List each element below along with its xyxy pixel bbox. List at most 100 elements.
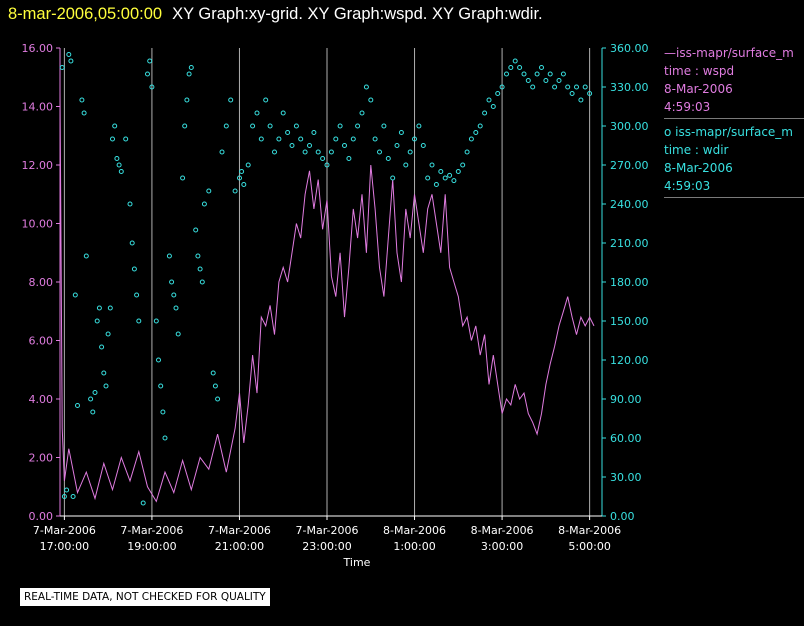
- wdir-point: [96, 305, 102, 311]
- wdir-point: [75, 403, 80, 408]
- wdir-point: [420, 143, 426, 148]
- wdir-point: [333, 136, 339, 142]
- y-right-tick-label: 30.00: [610, 471, 642, 484]
- wdir-point: [110, 136, 115, 142]
- data-quality-notice: REAL-TIME DATA, NOT CHECKED FOR QUALITY: [20, 588, 270, 606]
- wdir-point: [158, 383, 164, 389]
- wdir-point: [539, 65, 544, 70]
- wdir-point: [477, 123, 483, 129]
- wdir-point: [328, 149, 334, 155]
- wdir-point: [412, 136, 417, 142]
- wdir-point: [199, 279, 205, 285]
- legend-wspd-name: iss-mapr/surface_m: [676, 46, 794, 60]
- wdir-point: [175, 331, 181, 337]
- wdir-point: [228, 97, 234, 103]
- wdir-point: [298, 136, 304, 142]
- wdir-point: [552, 84, 558, 90]
- wdir-series: [59, 52, 593, 506]
- wdir-point: [517, 65, 523, 70]
- wdir-point: [112, 123, 118, 129]
- wdir-point: [59, 65, 65, 70]
- wdir-point: [81, 110, 87, 116]
- wdir-point: [193, 227, 199, 233]
- wdir-point: [315, 149, 321, 155]
- wdir-point: [486, 97, 492, 103]
- y-right-tick-label: 90.00: [610, 393, 642, 406]
- legend-wdir-date: 8-Mar-2006: [664, 161, 733, 175]
- wdir-point: [442, 175, 448, 181]
- y-right-tick-label: 120.00: [610, 354, 649, 367]
- x-tick-time-label: 1:00:00: [393, 540, 435, 553]
- title-graphs: XY Graph:xy-grid. XY Graph:wspd. XY Grap…: [172, 5, 543, 23]
- x-tick-date-label: 8-Mar-2006: [383, 524, 446, 537]
- wdir-point: [320, 156, 326, 161]
- wdir-point: [180, 175, 186, 181]
- wdir-point: [88, 396, 94, 402]
- wdir-point: [429, 162, 435, 168]
- wdir-point: [307, 143, 312, 148]
- wdir-point: [350, 136, 356, 142]
- title-datetime: 8-mar-2006,05:00:00: [8, 5, 163, 23]
- legend-wspd-field: time : wspd: [664, 64, 735, 78]
- wdir-point: [574, 84, 579, 90]
- wdir-point: [342, 143, 347, 148]
- wdir-point: [215, 396, 221, 402]
- legend-entry-wspd: —iss-mapr/surface_m time : wspd 8-Mar-20…: [664, 44, 804, 116]
- wdir-point: [455, 169, 461, 174]
- wdir-point: [250, 123, 256, 129]
- wdir-point: [72, 292, 78, 298]
- wdir-point: [508, 65, 514, 70]
- wdir-point: [254, 110, 260, 116]
- wdir-point: [425, 175, 431, 181]
- wdir-point: [105, 331, 111, 337]
- wdir-point: [355, 123, 361, 129]
- wdir-point: [166, 253, 172, 259]
- wdir-point: [438, 169, 444, 174]
- wdir-point: [140, 500, 146, 506]
- x-tick-time-label: 23:00:00: [302, 540, 351, 553]
- wdir-point: [490, 104, 496, 109]
- axes: [56, 47, 606, 520]
- wdir-point: [407, 149, 413, 155]
- x-tick-time-label: 17:00:00: [40, 540, 89, 553]
- axis-labels: 0.00 2.00 4.00 6.00 8.00 10.00 12.00 14.00 16.00…: [22, 42, 649, 569]
- legend-line-icon: —: [664, 46, 676, 60]
- legend: —iss-mapr/surface_m time : wspd 8-Mar-20…: [664, 44, 804, 202]
- wdir-point: [219, 149, 225, 155]
- wdir-point: [565, 84, 571, 90]
- legend-divider: [664, 197, 804, 198]
- wdir-point: [543, 78, 549, 83]
- wdir-point: [447, 172, 453, 178]
- wdir-point: [293, 123, 299, 129]
- wdir-point: [534, 71, 540, 77]
- legend-entry-wdir: o iss-mapr/surface_m time : wdir 8-Mar-2…: [664, 123, 804, 195]
- wdir-point: [79, 97, 85, 103]
- wdir-point: [223, 123, 229, 129]
- wdir-point: [61, 494, 67, 499]
- wdir-point: [556, 78, 562, 83]
- wdir-point: [504, 71, 509, 77]
- wdir-point: [197, 266, 203, 272]
- wdir-point: [530, 84, 536, 90]
- legend-wdir-field: time : wdir: [664, 143, 729, 157]
- x-tick-time-label: 19:00:00: [127, 540, 176, 553]
- wdir-point: [90, 409, 96, 415]
- wdir-point: [495, 91, 501, 96]
- wdir-point: [92, 390, 98, 395]
- wspd-line: [59, 91, 595, 503]
- wdir-point: [521, 71, 527, 77]
- y-left-tick-label: 14.00: [22, 101, 54, 114]
- legend-wspd-date: 8-Mar-2006: [664, 82, 733, 96]
- wdir-point: [525, 78, 531, 83]
- y-left-tick-label: 16.00: [22, 42, 54, 55]
- vertical-grid: [63, 48, 591, 516]
- wdir-point: [337, 123, 343, 129]
- y-right-tick-label: 180.00: [610, 276, 649, 289]
- wdir-point: [324, 162, 330, 168]
- wdir-point: [131, 266, 137, 272]
- y-right-tick-label: 270.00: [610, 159, 649, 172]
- y-right-tick-label: 210.00: [610, 237, 649, 250]
- wdir-point: [162, 435, 168, 441]
- wdir-point: [280, 110, 286, 116]
- x-tick-date-label: 7-Mar-2006: [120, 524, 183, 537]
